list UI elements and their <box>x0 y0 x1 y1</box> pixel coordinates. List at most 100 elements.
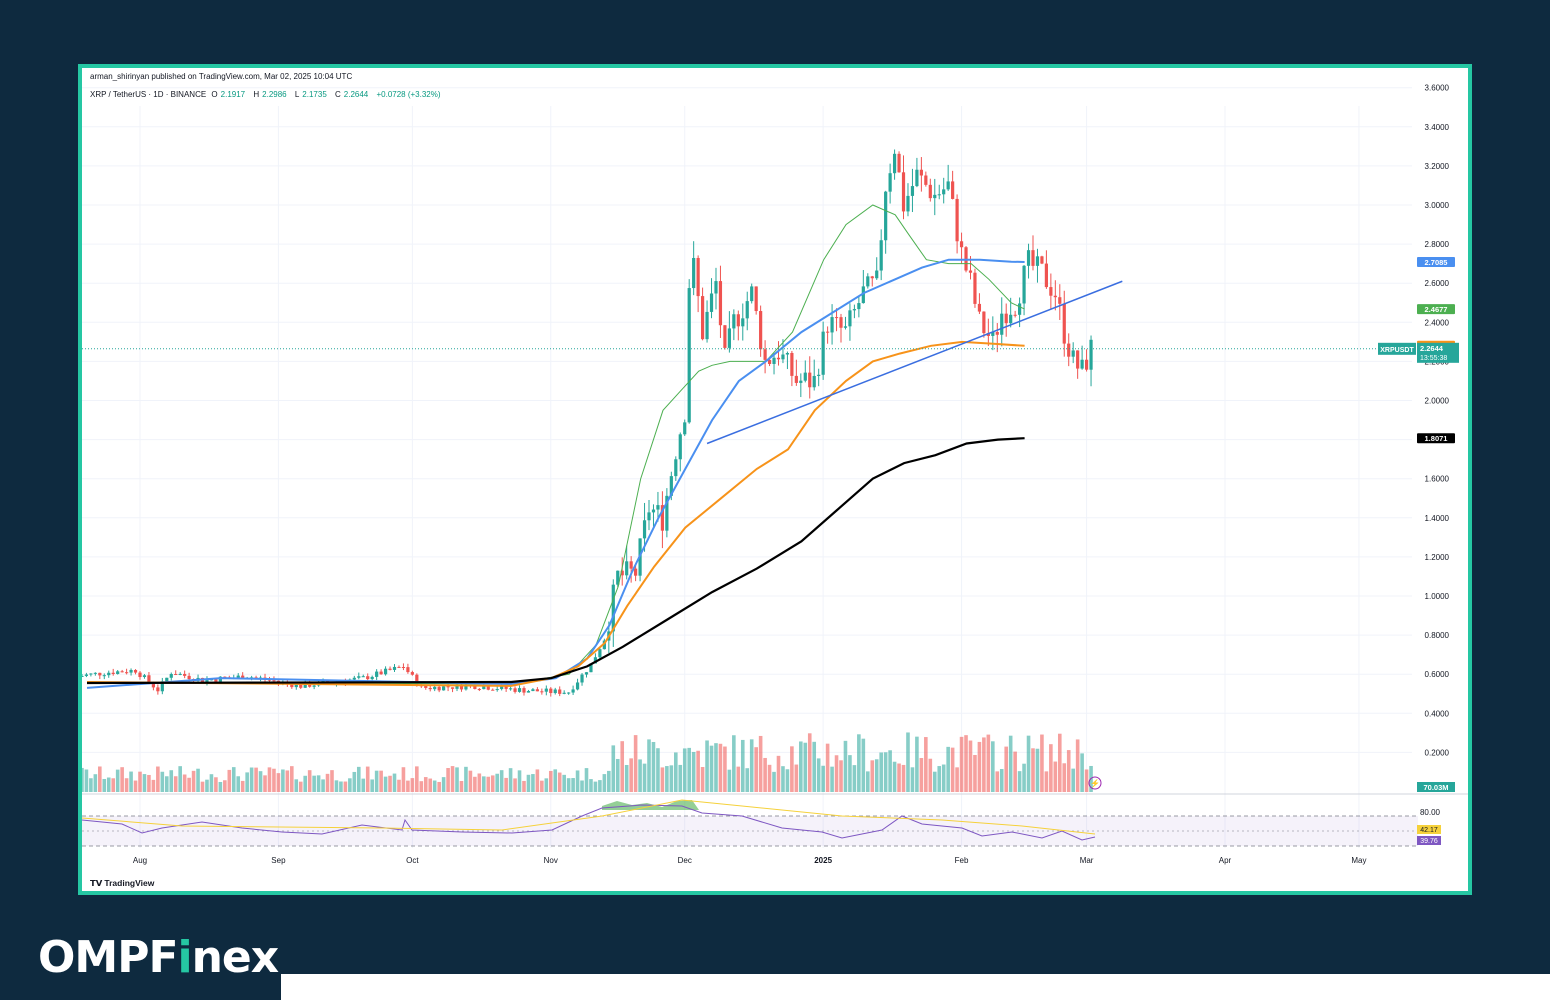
volume-bar <box>276 773 281 792</box>
rsi-ma-value: 42.17 <box>1420 827 1438 834</box>
volume-bar <box>857 734 861 792</box>
volume-bar <box>200 781 205 792</box>
volume-bar <box>1013 751 1017 792</box>
volume-bar <box>700 767 705 792</box>
volume-bar <box>214 777 218 792</box>
candle-body <box>133 669 138 673</box>
volume-bar <box>437 781 441 792</box>
candle-body <box>674 459 678 477</box>
chart-frame: arman_shirinyan published on TradingView… <box>78 64 1472 895</box>
candle-body <box>424 685 428 688</box>
time-tick-label: Nov <box>544 856 558 865</box>
candle-body <box>1031 250 1035 266</box>
time-tick-label: Feb <box>955 856 969 865</box>
candle-body <box>696 257 700 297</box>
volume-bar <box>356 766 361 792</box>
candle-body <box>1009 314 1013 324</box>
candle-body <box>446 686 450 688</box>
volume-bar <box>540 780 544 792</box>
volume-bar <box>129 771 133 792</box>
volume-bar <box>830 766 834 792</box>
volume-bar <box>151 779 156 792</box>
volume-bar <box>321 779 325 792</box>
candle-body <box>959 241 964 248</box>
rsi-band <box>82 816 1418 846</box>
volume-bar <box>749 739 754 792</box>
volume-bar <box>566 778 571 792</box>
candle-body <box>82 675 84 677</box>
volume-bar <box>651 741 656 792</box>
candle-body <box>312 685 316 687</box>
price-tick-label: 2.0000 <box>1425 397 1450 406</box>
volume-bar <box>1004 746 1009 792</box>
volume-bar <box>799 741 803 792</box>
volume-bar <box>330 770 334 792</box>
volume-bar <box>156 766 160 792</box>
volume-bar <box>419 781 424 792</box>
price-chart[interactable]: 3.6000 3.4000 3.2000 3.0000 2.8000 2.6000 2.40… <box>82 68 1468 891</box>
volume-bar <box>397 779 401 792</box>
candle-body <box>830 317 834 333</box>
price-tick-label: 3.2000 <box>1425 162 1450 171</box>
candle-body <box>455 684 459 689</box>
volume-bar <box>468 770 473 792</box>
volume-bar <box>852 765 857 792</box>
candle-body <box>750 286 754 302</box>
volume-bar <box>642 763 647 792</box>
volume-bar <box>1080 753 1084 792</box>
volume-bar <box>727 769 732 792</box>
volume-bar <box>227 769 232 792</box>
volume-bar <box>723 746 727 792</box>
volume-bar <box>173 776 178 792</box>
volume-bar <box>736 766 741 792</box>
candle-body <box>272 680 276 682</box>
candle-body <box>942 189 946 195</box>
candle-body <box>151 682 155 688</box>
candle-body <box>459 684 464 690</box>
volume-bar <box>84 769 89 792</box>
rsi-ma-badge <box>1417 825 1441 834</box>
candle-body <box>852 309 856 311</box>
moving-average-line <box>86 437 1025 685</box>
candle-body <box>1058 297 1062 304</box>
candle-body <box>620 570 624 576</box>
candle-body <box>522 688 526 693</box>
volume-bar <box>93 774 98 792</box>
candle-body <box>826 331 830 333</box>
volume-bar <box>839 760 843 792</box>
candle-body <box>1022 265 1026 304</box>
volume-bar <box>120 767 124 792</box>
candle-body <box>1044 263 1048 288</box>
candle-body <box>745 301 749 319</box>
candle-body <box>303 682 307 688</box>
volume-bar <box>892 761 897 792</box>
candle-body <box>477 688 481 690</box>
candle-body <box>584 672 589 675</box>
candle-body <box>361 676 365 678</box>
volume-bar <box>504 777 508 792</box>
candle-body <box>495 689 499 691</box>
symbol-line: XRP / TetherUS · 1D · BINANCE <box>90 90 207 99</box>
candle-body <box>1018 303 1022 315</box>
volume-bar <box>946 746 950 792</box>
volume-bar <box>807 733 812 792</box>
volume-bar <box>915 736 919 792</box>
candle-body <box>1040 256 1044 264</box>
volume-bar <box>348 778 352 792</box>
volume-bar <box>499 770 504 792</box>
candle-body <box>834 317 839 319</box>
volume-bar <box>1062 763 1067 792</box>
candle-body <box>553 689 557 694</box>
volume-bar <box>785 769 790 792</box>
volume-bar <box>973 754 977 792</box>
lightning-icon <box>1088 776 1102 790</box>
volume-bar <box>1017 771 1022 792</box>
volume-badge-text: 70.03M <box>1423 783 1448 792</box>
candle-body <box>1053 295 1057 298</box>
volume-bar <box>473 776 477 792</box>
current-price-text: 2.2644 <box>1420 344 1444 353</box>
candle-body <box>634 568 638 576</box>
volume-bar <box>281 769 285 792</box>
candle-body <box>861 286 865 304</box>
volume-bar <box>1075 739 1080 792</box>
